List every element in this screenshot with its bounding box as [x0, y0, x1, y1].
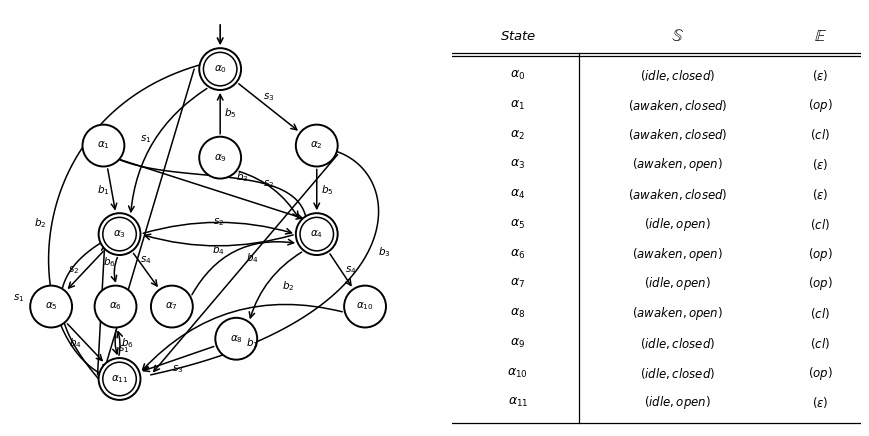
Text: $s_1$: $s_1$: [117, 343, 129, 355]
Text: $\alpha_5$: $\alpha_5$: [510, 218, 525, 231]
Text: $b_6$: $b_6$: [121, 336, 134, 350]
Text: $b_1$: $b_1$: [246, 336, 258, 350]
Text: $(\mathit{op})$: $(\mathit{op})$: [807, 245, 832, 262]
Text: $s_2$: $s_2$: [212, 216, 223, 228]
Text: $\alpha_{11}$: $\alpha_{11}$: [110, 373, 128, 385]
Text: $\mathit{State}$: $\mathit{State}$: [499, 30, 535, 43]
Text: $(\mathit{awaken},\mathit{open})$: $(\mathit{awaken},\mathit{open})$: [631, 245, 722, 262]
Text: $(\varepsilon)$: $(\varepsilon)$: [811, 68, 828, 83]
Text: $\mathbb{E}$: $\mathbb{E}$: [813, 27, 826, 45]
Text: $\alpha_6$: $\alpha_6$: [109, 301, 122, 313]
Text: $\alpha_7$: $\alpha_7$: [510, 277, 525, 290]
Text: $(\mathit{cl})$: $(\mathit{cl})$: [810, 217, 829, 232]
Text: $b_5$: $b_5$: [320, 183, 333, 197]
Text: $s_1$: $s_1$: [140, 133, 151, 146]
Text: $s_2$: $s_2$: [262, 178, 274, 190]
Text: $b_6$: $b_6$: [103, 255, 116, 269]
Text: $(\mathit{awaken},\mathit{open})$: $(\mathit{awaken},\mathit{open})$: [631, 305, 722, 322]
Text: $\alpha_9$: $\alpha_9$: [214, 152, 227, 164]
Text: $s_3$: $s_3$: [172, 363, 183, 375]
Circle shape: [199, 137, 241, 179]
Text: $(\mathit{idle},\mathit{closed})$: $(\mathit{idle},\mathit{closed})$: [639, 68, 714, 83]
Text: $\alpha_8$: $\alpha_8$: [509, 307, 525, 320]
Text: $\mathbb{S}$: $\mathbb{S}$: [670, 27, 683, 45]
Text: $\alpha_5$: $\alpha_5$: [44, 301, 57, 313]
Text: $s_3$: $s_3$: [262, 92, 274, 103]
Text: $s_2$: $s_2$: [68, 264, 79, 276]
Text: $(\mathit{idle},\mathit{closed})$: $(\mathit{idle},\mathit{closed})$: [639, 366, 714, 381]
Text: $(\varepsilon)$: $(\varepsilon)$: [811, 187, 828, 202]
Text: $b_4$: $b_4$: [211, 243, 224, 257]
Text: $\alpha_4$: $\alpha_4$: [509, 188, 525, 201]
Circle shape: [295, 125, 337, 167]
Text: $b_5$: $b_5$: [223, 106, 236, 120]
Text: $\alpha_0$: $\alpha_0$: [214, 63, 227, 75]
Text: $\alpha_0$: $\alpha_0$: [509, 69, 525, 82]
Text: $\alpha_3$: $\alpha_3$: [113, 228, 126, 240]
Text: $\alpha_4$: $\alpha_4$: [310, 228, 323, 240]
Text: $s_1$: $s_1$: [13, 293, 24, 304]
Circle shape: [98, 213, 140, 255]
Circle shape: [95, 286, 136, 327]
Text: $b_3$: $b_3$: [235, 170, 248, 184]
Text: $(\mathit{awaken},\mathit{closed})$: $(\mathit{awaken},\mathit{closed})$: [627, 127, 726, 143]
Text: $\alpha_7$: $\alpha_7$: [165, 301, 178, 313]
Circle shape: [216, 318, 257, 360]
Text: $\alpha_{10}$: $\alpha_{10}$: [355, 301, 374, 313]
Text: $\alpha_{11}$: $\alpha_{11}$: [507, 396, 527, 409]
Text: $\alpha_2$: $\alpha_2$: [310, 140, 322, 151]
Text: $\alpha_2$: $\alpha_2$: [510, 129, 525, 142]
Text: $\alpha_1$: $\alpha_1$: [97, 140, 109, 151]
Circle shape: [344, 286, 386, 327]
Text: $\alpha_{10}$: $\alpha_{10}$: [507, 367, 527, 380]
Text: $(\varepsilon)$: $(\varepsilon)$: [811, 395, 828, 410]
Circle shape: [30, 286, 72, 327]
Circle shape: [98, 358, 140, 400]
Text: $(\mathit{idle},\mathit{open})$: $(\mathit{idle},\mathit{open})$: [643, 216, 710, 233]
Text: $(\mathit{idle},\mathit{open})$: $(\mathit{idle},\mathit{open})$: [643, 275, 710, 292]
Text: $(\varepsilon)$: $(\varepsilon)$: [811, 157, 828, 172]
Text: $(\mathit{awaken},\mathit{closed})$: $(\mathit{awaken},\mathit{closed})$: [627, 187, 726, 202]
Circle shape: [83, 125, 124, 167]
Text: $b_1$: $b_1$: [97, 183, 109, 197]
Circle shape: [199, 48, 241, 90]
Text: $b_3$: $b_3$: [377, 245, 390, 259]
Text: $b_4$: $b_4$: [246, 251, 258, 265]
Text: $\alpha_3$: $\alpha_3$: [510, 158, 525, 171]
Text: $(\mathit{op})$: $(\mathit{op})$: [807, 275, 832, 292]
Text: $(\mathit{awaken},\mathit{closed})$: $(\mathit{awaken},\mathit{closed})$: [627, 98, 726, 113]
Text: $\alpha_1$: $\alpha_1$: [510, 99, 525, 112]
Text: $b_2$: $b_2$: [34, 216, 46, 230]
Circle shape: [295, 213, 337, 255]
Text: $(\mathit{op})$: $(\mathit{op})$: [807, 364, 832, 382]
Text: $(\mathit{idle},\mathit{open})$: $(\mathit{idle},\mathit{open})$: [643, 394, 710, 411]
Text: $b_2$: $b_2$: [282, 279, 295, 293]
Text: $s_4$: $s_4$: [345, 264, 356, 276]
Text: $\alpha_8$: $\alpha_8$: [229, 333, 242, 344]
Text: $(\mathit{awaken},\mathit{open})$: $(\mathit{awaken},\mathit{open})$: [631, 156, 722, 173]
Text: $(\mathit{cl})$: $(\mathit{cl})$: [810, 306, 829, 321]
Text: $(\mathit{cl})$: $(\mathit{cl})$: [810, 127, 829, 143]
Text: $\alpha_6$: $\alpha_6$: [509, 248, 525, 261]
Text: $(\mathit{idle},\mathit{closed})$: $(\mathit{idle},\mathit{closed})$: [639, 336, 714, 351]
Circle shape: [150, 286, 193, 327]
Text: $\alpha_9$: $\alpha_9$: [510, 337, 525, 350]
Text: $b_4$: $b_4$: [69, 336, 82, 350]
Text: $s_4$: $s_4$: [140, 254, 151, 266]
Text: $(\mathit{op})$: $(\mathit{op})$: [807, 97, 832, 114]
Text: $(\mathit{cl})$: $(\mathit{cl})$: [810, 336, 829, 351]
